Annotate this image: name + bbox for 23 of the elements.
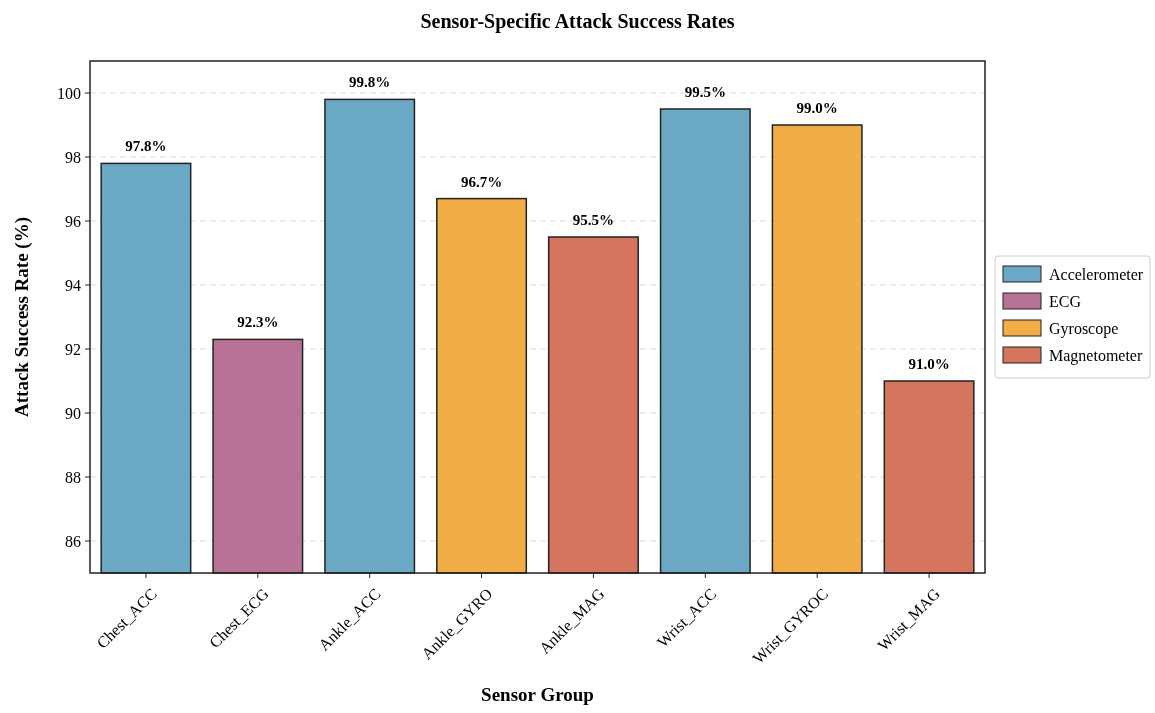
data-label: 99.0% xyxy=(796,100,838,116)
legend-label: Gyroscope xyxy=(1049,319,1119,338)
data-label: 96.7% xyxy=(460,173,503,190)
legend-label: ECG xyxy=(1049,292,1082,310)
chart-title: Sensor-Specific Attack Success Rates xyxy=(420,10,735,33)
data-label: 92.3% xyxy=(237,314,279,331)
data-label: 95.5% xyxy=(572,212,615,228)
y-tick-label: 96 xyxy=(65,212,81,230)
data-label: 91.0% xyxy=(908,356,950,372)
x-axis-title: Sensor Group xyxy=(481,684,594,705)
y-tick-label: 88 xyxy=(65,468,81,486)
y-axis-title: Attack Success Rate (%) xyxy=(11,217,33,417)
y-tick-label: 86 xyxy=(65,532,81,550)
data-label: 99.8% xyxy=(349,74,391,91)
legend-label: Accelerometer xyxy=(1049,265,1144,283)
y-tick-label: 98 xyxy=(65,148,81,166)
y-tick-label: 92 xyxy=(65,340,81,358)
y-tick-label: 100 xyxy=(57,84,81,102)
y-tick-label: 90 xyxy=(65,404,81,422)
y-tick-label: 94 xyxy=(65,276,81,294)
legend-label: Magnetometer xyxy=(1049,346,1143,365)
data-label: 97.8% xyxy=(125,138,167,155)
data-label: 99.5% xyxy=(684,84,726,100)
